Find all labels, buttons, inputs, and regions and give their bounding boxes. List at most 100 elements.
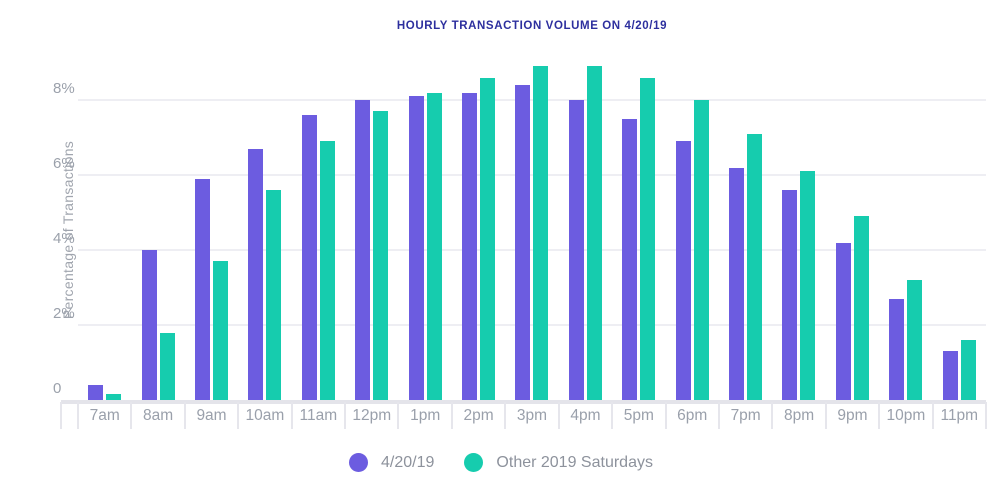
x-axis-tick xyxy=(878,402,881,429)
bar-5pm-other-2019-saturdays xyxy=(640,77,656,400)
bar-4pm-other-2019-saturdays xyxy=(586,66,602,400)
bar-8pm-other-2019-saturdays xyxy=(800,171,816,400)
bar-1pm-4-20-19 xyxy=(408,96,424,400)
x-tick-label-4pm: 4pm xyxy=(570,407,601,424)
x-axis-tick xyxy=(985,402,987,429)
x-axis-tick xyxy=(557,402,560,429)
x-axis-tick xyxy=(77,402,79,429)
bar-8pm-4-20-19 xyxy=(782,190,798,400)
y-tick-label: 4% xyxy=(53,230,75,247)
bar-group-12pm xyxy=(345,55,398,400)
y-tick-label: 6% xyxy=(53,155,75,172)
x-axis-tick xyxy=(931,402,934,429)
bar-7am-other-2019-saturdays xyxy=(106,394,122,400)
bar-7pm-4-20-19 xyxy=(729,167,745,400)
bar-12pm-4-20-19 xyxy=(355,100,371,400)
bar-group-4pm xyxy=(559,55,612,400)
x-tick-label-11am: 11am xyxy=(299,407,338,424)
bar-group-2pm xyxy=(452,55,505,400)
legend-dot-icon xyxy=(464,453,484,472)
x-axis: 7am 8am 9am 10am 11am 12pm 1pm 2pm 3pm 4pm 5pm 6pm 7… xyxy=(60,400,987,440)
legend-label: 4/20/19 xyxy=(381,453,435,471)
bar-7pm-other-2019-saturdays xyxy=(747,133,763,400)
bar-group-7pm xyxy=(719,55,772,400)
x-tick-label-5pm: 5pm xyxy=(623,407,654,424)
x-tick-label-2pm: 2pm xyxy=(463,407,494,424)
bar-11pm-4-20-19 xyxy=(942,351,958,400)
x-axis-tick xyxy=(504,402,507,429)
legend-dot-icon xyxy=(349,453,369,472)
bar-group-11pm xyxy=(933,55,986,400)
bar-group-3pm xyxy=(505,55,558,400)
bar-11am-other-2019-saturdays xyxy=(319,141,335,400)
legend: 4/20/19 Other 2019 Saturdays xyxy=(0,453,1002,472)
bar-9pm-4-20-19 xyxy=(835,242,851,400)
x-tick-label-12pm: 12pm xyxy=(352,407,392,424)
x-tick-label-8am: 8am xyxy=(143,407,174,424)
x-tick-label-7am: 7am xyxy=(89,407,120,424)
x-axis-tick xyxy=(611,402,614,429)
bar-9am-other-2019-saturdays xyxy=(213,261,229,400)
x-axis-tick xyxy=(450,402,453,429)
x-axis-tick xyxy=(237,402,240,429)
bar-11am-4-20-19 xyxy=(301,115,317,400)
bar-11pm-other-2019-saturdays xyxy=(960,340,976,400)
legend-item-4-20-19: 4/20/19 xyxy=(349,453,434,472)
bar-1pm-other-2019-saturdays xyxy=(426,92,442,400)
legend-item-other-2019-saturdays: Other 2019 Saturdays xyxy=(464,453,653,472)
bar-9am-4-20-19 xyxy=(195,178,211,400)
x-axis-tick xyxy=(771,402,774,429)
bar-group-7am xyxy=(78,55,131,400)
x-axis-tick xyxy=(290,402,293,429)
bar-12pm-other-2019-saturdays xyxy=(373,111,389,400)
bar-group-9pm xyxy=(826,55,879,400)
bar-3pm-4-20-19 xyxy=(515,85,531,400)
bar-6pm-4-20-19 xyxy=(675,141,691,400)
bar-10pm-4-20-19 xyxy=(889,298,905,400)
bar-group-5pm xyxy=(612,55,665,400)
x-tick-label-7pm: 7pm xyxy=(730,407,761,424)
gridline-6pct xyxy=(78,174,986,176)
bar-7am-4-20-19 xyxy=(88,385,104,400)
x-axis-line xyxy=(61,400,986,404)
y-tick-label: 0 xyxy=(53,380,62,397)
gridline-2pct xyxy=(78,324,986,326)
bar-group-9am xyxy=(185,55,238,400)
x-axis-tick xyxy=(824,402,827,429)
chart-title: HOURLY TRANSACTION VOLUME ON 4/20/19 xyxy=(396,20,668,32)
bar-10am-other-2019-saturdays xyxy=(266,190,282,400)
x-axis-tick xyxy=(60,402,62,429)
y-axis-ticks: 0 2% 4% 6% 8% xyxy=(0,55,78,400)
bar-8am-other-2019-saturdays xyxy=(159,332,175,400)
x-axis-tick xyxy=(130,402,133,429)
x-axis-tick xyxy=(397,402,400,429)
bar-group-11am xyxy=(292,55,345,400)
bar-10pm-other-2019-saturdays xyxy=(907,280,923,400)
bar-8am-4-20-19 xyxy=(141,250,157,400)
bar-2pm-other-2019-saturdays xyxy=(480,77,496,400)
x-tick-label-9pm: 9pm xyxy=(837,407,868,424)
x-tick-label-11pm: 11pm xyxy=(940,407,979,424)
bar-group-8pm xyxy=(772,55,825,400)
bar-6pm-other-2019-saturdays xyxy=(693,100,709,400)
x-tick-label-6pm: 6pm xyxy=(677,407,708,424)
bar-series-container xyxy=(78,55,986,400)
x-tick-label-3pm: 3pm xyxy=(516,407,548,424)
bar-5pm-4-20-19 xyxy=(622,118,638,400)
x-axis-tick xyxy=(183,402,186,429)
x-axis-tick xyxy=(717,402,720,429)
plot-area xyxy=(61,55,986,404)
y-tick-label: 8% xyxy=(53,80,75,97)
x-axis-tick xyxy=(664,402,667,429)
legend-label: Other 2019 Saturdays xyxy=(496,453,653,471)
gridline-8pct xyxy=(78,99,986,101)
bar-group-10am xyxy=(238,55,291,400)
x-axis-tick xyxy=(344,402,347,429)
gridline-4pct xyxy=(78,249,986,251)
bar-9pm-other-2019-saturdays xyxy=(853,216,869,400)
bar-group-10pm xyxy=(879,55,932,400)
x-tick-label-8pm: 8pm xyxy=(783,407,815,424)
x-tick-label-9am: 9am xyxy=(196,407,227,424)
y-tick-label: 2% xyxy=(53,305,75,322)
